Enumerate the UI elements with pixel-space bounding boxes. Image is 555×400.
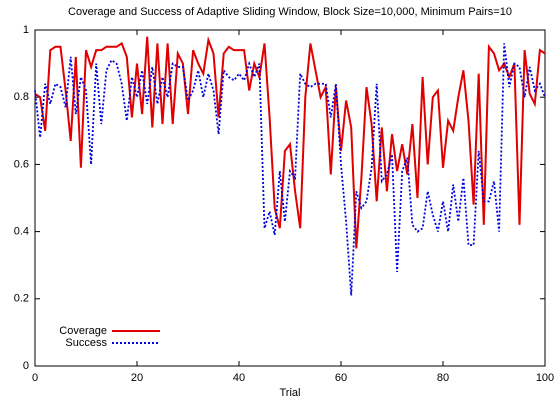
chart-title: Coverage and Success of Adaptive Sliding… [68, 6, 512, 18]
legend-label: Coverage [59, 325, 107, 337]
legend-label: Success [65, 337, 107, 349]
y-tick-label: 0 [23, 360, 29, 372]
x-tick-label: 40 [233, 372, 245, 384]
y-tick-label: 1 [23, 24, 29, 36]
x-tick-label: 0 [32, 372, 38, 384]
x-tick-label: 20 [131, 372, 143, 384]
y-tick-label: 0.6 [14, 158, 29, 170]
y-tick-label: 0.4 [14, 226, 29, 238]
plot-frame [34, 29, 546, 367]
y-tick-label: 0.8 [14, 91, 29, 103]
x-axis-label: Trial [280, 387, 301, 399]
x-tick-label: 100 [536, 372, 554, 384]
x-tick-label: 80 [437, 372, 449, 384]
y-tick-label: 0.2 [14, 293, 29, 305]
series-line [34, 43, 546, 296]
x-tick-label: 60 [335, 372, 347, 384]
series-line [34, 36, 546, 249]
